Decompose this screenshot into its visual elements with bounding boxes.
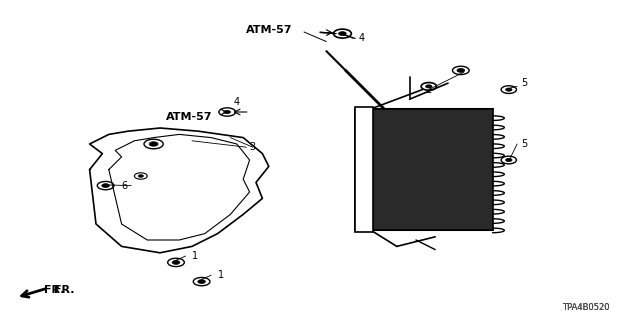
Text: FR.: FR.: [54, 284, 75, 295]
Circle shape: [149, 142, 158, 146]
Circle shape: [102, 184, 109, 188]
Text: TPA4B0520: TPA4B0520: [562, 303, 609, 312]
Text: ATM-57: ATM-57: [166, 112, 213, 122]
Text: 1: 1: [218, 270, 224, 280]
Text: 4: 4: [234, 97, 240, 108]
Circle shape: [426, 85, 432, 88]
Circle shape: [138, 175, 143, 177]
Circle shape: [457, 68, 465, 72]
Text: ATM-57: ATM-57: [246, 25, 293, 36]
Text: FR.: FR.: [44, 284, 65, 295]
FancyBboxPatch shape: [355, 107, 373, 232]
Text: 4: 4: [358, 33, 365, 44]
Circle shape: [224, 110, 230, 114]
Text: 6: 6: [122, 180, 128, 191]
Circle shape: [506, 158, 512, 162]
Text: 1: 1: [192, 251, 198, 261]
Text: 5: 5: [522, 78, 528, 88]
Bar: [371, 109, 493, 230]
Text: 5: 5: [522, 139, 528, 149]
Circle shape: [172, 260, 180, 264]
Circle shape: [339, 32, 346, 36]
Text: 2: 2: [426, 84, 432, 95]
Text: TPA4B0520: TPA4B0520: [562, 303, 609, 312]
Text: 3: 3: [250, 142, 256, 152]
Circle shape: [198, 280, 205, 284]
Circle shape: [506, 88, 512, 91]
